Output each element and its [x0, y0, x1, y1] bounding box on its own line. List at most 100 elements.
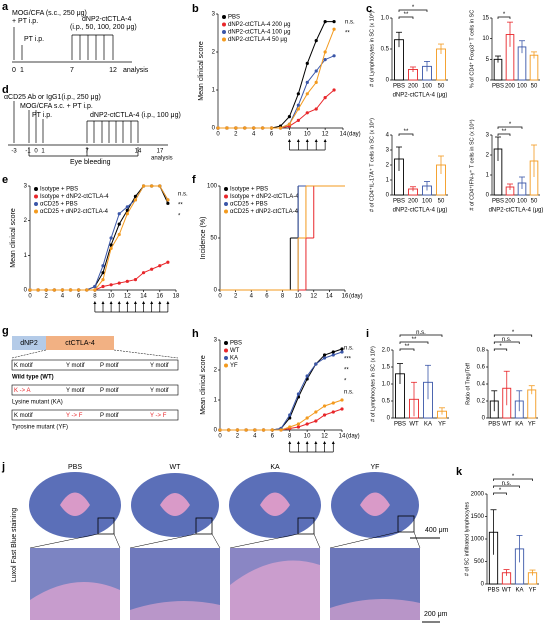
point [109, 243, 113, 247]
mutation: Y -> F [150, 413, 167, 419]
label: Eye bleeding [70, 159, 111, 166]
x-tick-label: 6 [271, 434, 275, 440]
point [101, 284, 105, 289]
point [323, 58, 327, 62]
point [101, 271, 105, 275]
point [270, 428, 274, 432]
day-label: analysis [151, 156, 173, 162]
point [332, 20, 336, 24]
label: + PT i.p. [12, 18, 38, 25]
sig-label: * [509, 122, 512, 128]
x-axis-label: dNP2-ctCTLA-4 (μg) [393, 93, 448, 99]
y-tick-label: 0 [214, 428, 218, 434]
point [305, 92, 309, 96]
x-tick-label: 0 [28, 294, 32, 300]
legend-label: Isotype + dNP2-ctCTLA-4 [230, 194, 299, 200]
point [243, 126, 247, 130]
point [125, 205, 129, 209]
x-axis-label: dNP2-ctCTLA-4 (μg) [393, 208, 448, 214]
x-tick-label: 4 [61, 294, 65, 300]
x-tick-label: 10 [304, 434, 311, 440]
point [36, 288, 40, 292]
point [296, 425, 301, 429]
point [52, 288, 56, 292]
sig-label: n.s. [345, 20, 355, 26]
panel-g: g dNP2 ctCTLA-4 K motif Y motif P motif … [2, 325, 179, 431]
sig-label: ** [404, 129, 409, 135]
point [332, 88, 336, 92]
x-tick-label: 4 [250, 294, 254, 300]
x-tick-label: 50 [438, 84, 445, 90]
y-tick-label: 1000 [471, 537, 485, 543]
point [331, 410, 335, 414]
x-tick-label: 0 [216, 132, 220, 138]
zoom-box [97, 517, 115, 535]
panel-label: k [456, 466, 463, 478]
point [323, 96, 327, 100]
x-tick-label: PBS [393, 84, 405, 90]
sig-label: * [512, 474, 515, 480]
point [331, 350, 335, 354]
sig-bracket [493, 485, 520, 488]
y-tick-label: 0.6 [477, 365, 486, 371]
x-tick-label: PBS [393, 199, 405, 205]
y-tick-label: 1.0 [381, 16, 390, 22]
label: Lysine mutant (KA) [12, 400, 63, 406]
series-line [220, 351, 343, 431]
point [109, 236, 113, 240]
y-tick-label: 2 [212, 50, 216, 56]
legend-marker [224, 187, 228, 191]
x-tick-label: WT [502, 588, 512, 594]
sig-label: n.s. [344, 390, 354, 396]
point [125, 279, 129, 283]
point [117, 232, 121, 237]
point [314, 410, 318, 414]
panel-label: i [366, 328, 369, 340]
panel-label: a [2, 1, 9, 13]
day-label: analysis [123, 67, 149, 74]
y-tick-label: 0 [24, 288, 28, 294]
x-axis-label: dNP2-ctCTLA-4 (μg) [489, 208, 544, 214]
sig-bracket [399, 341, 429, 344]
y-tick-label: 5 [486, 57, 490, 63]
injection-arrow-head [296, 139, 300, 142]
panel-label: c [366, 3, 372, 15]
legend-label: Isotype + dNP2-ctCTLA-4 [40, 194, 109, 200]
x-tick-label: 14 [140, 294, 147, 300]
injection-arrow-head [150, 301, 154, 304]
x-tick-label: 6 [77, 294, 81, 300]
x-tick-label: 8 [288, 434, 292, 440]
zoom-box [397, 515, 415, 533]
legend-marker [224, 202, 228, 206]
legend-label: PBS [230, 341, 242, 347]
point [93, 288, 97, 292]
point [133, 278, 138, 282]
point [101, 264, 105, 268]
injection-arrow-head [133, 301, 137, 304]
x-tick-label: PBS [492, 199, 504, 205]
y-axis-label: % of CD4⁺ Foxp3⁺ T cells in SC [468, 10, 475, 88]
sig-bracket [493, 478, 533, 481]
legend-marker [224, 348, 228, 353]
x-tick-label: PBS [394, 422, 406, 428]
sig-bracket [493, 341, 520, 344]
x-tick-label: PBS [488, 422, 500, 428]
point [141, 271, 146, 275]
sig-label: * [499, 488, 502, 494]
point [101, 278, 105, 282]
y-tick-label: 0 [481, 582, 485, 588]
zoom-box [297, 517, 315, 535]
y-tick-label: 500 [474, 559, 485, 565]
sig-bracket [497, 16, 511, 19]
sig-bracket [398, 133, 414, 136]
point [322, 353, 327, 357]
legend-label: dNP2-ctCTLA-4 100 μg [228, 30, 290, 36]
point [314, 419, 318, 423]
x-tick-label: 14 [326, 294, 333, 300]
group-label: PBS [68, 464, 82, 471]
day-label: 7 [70, 67, 74, 74]
x-tick-label: YF [529, 588, 537, 594]
point [305, 61, 309, 65]
